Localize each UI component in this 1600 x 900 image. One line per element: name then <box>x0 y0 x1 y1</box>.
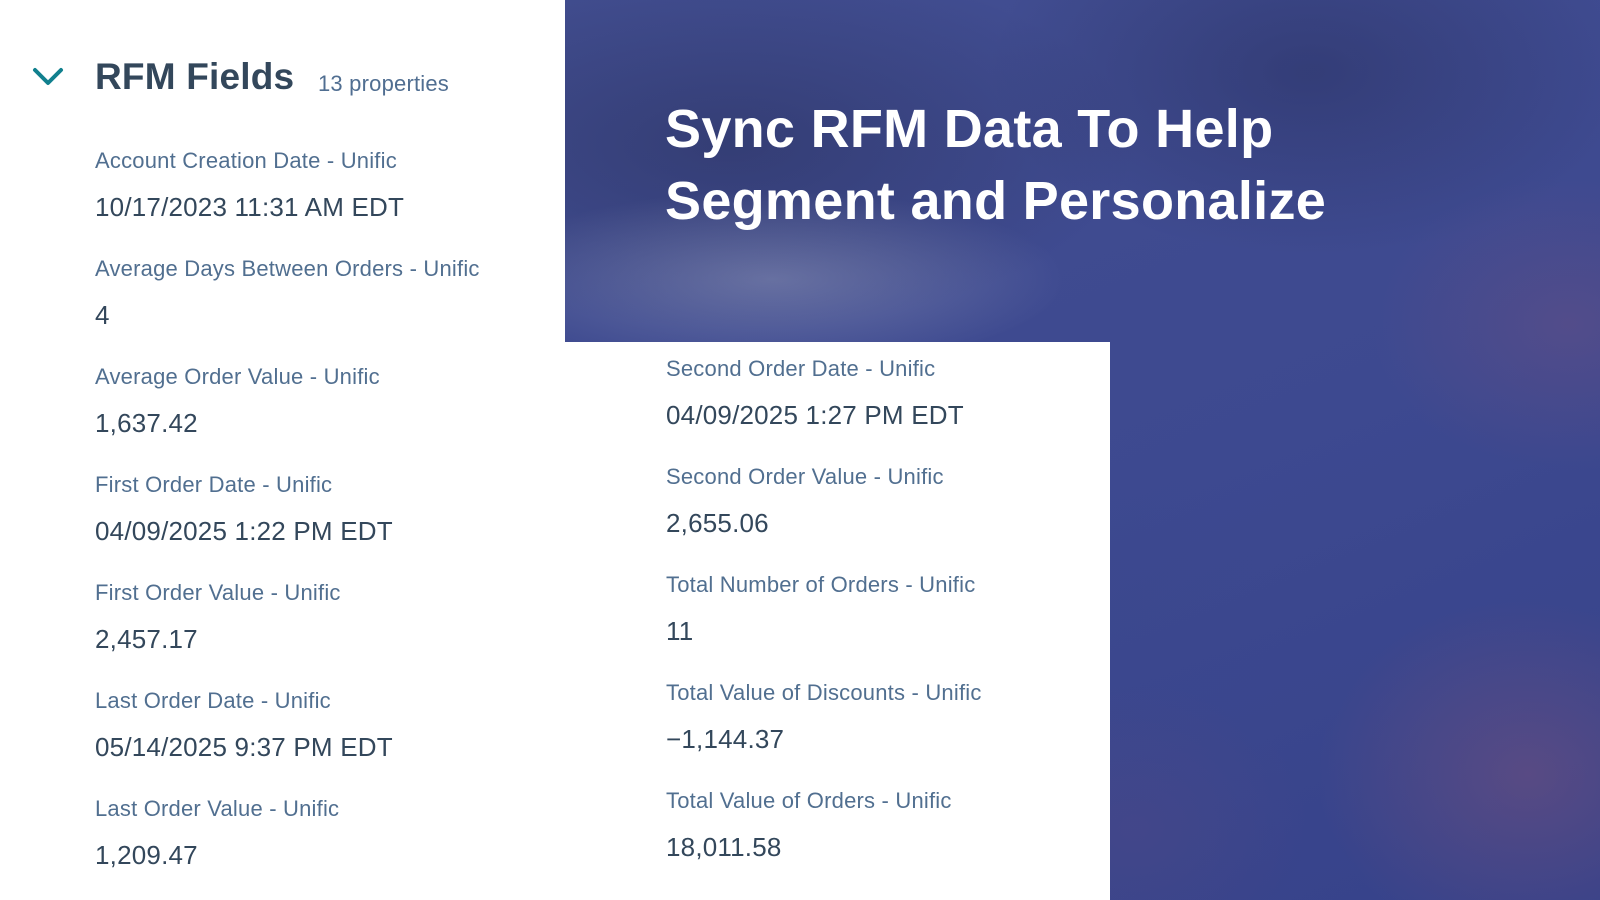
section-property-count: 13 properties <box>318 71 450 96</box>
property-label: Average Order Value - Unific <box>95 364 380 389</box>
property-value: 1,637.42 <box>95 408 198 438</box>
property-label: Average Days Between Orders - Unific <box>95 256 480 281</box>
section-title[interactable]: RFM Fields <box>95 56 295 97</box>
property-row: Total Value of Orders - Unific 18,011.58 <box>666 786 1106 864</box>
property-row: Account Creation Date - Unific 10/17/202… <box>95 146 565 224</box>
property-value: 10/17/2023 11:31 AM EDT <box>95 192 405 222</box>
property-label: Total Number of Orders - Unific <box>666 572 976 597</box>
property-value: 2,655.06 <box>666 508 769 538</box>
property-label: Account Creation Date - Unific <box>95 148 397 173</box>
property-label: Total Value of Discounts - Unific <box>666 680 982 705</box>
right-property-column: Second Order Date - Unific 04/09/2025 1:… <box>666 354 1106 894</box>
property-row: Total Value of Discounts - Unific −1,144… <box>666 678 1106 756</box>
property-value: −1,144.37 <box>666 724 785 754</box>
property-row: Average Days Between Orders - Unific 4 <box>95 254 565 332</box>
section-header: RFM Fields 13 properties <box>0 0 565 130</box>
property-value: 18,011.58 <box>666 832 782 862</box>
property-label: Last Order Date - Unific <box>95 688 331 713</box>
left-property-column: Account Creation Date - Unific 10/17/202… <box>95 146 565 900</box>
property-value: 11 <box>666 616 694 646</box>
property-value: 2,457.17 <box>95 624 198 654</box>
property-label: Last Order Value - Unific <box>95 796 340 821</box>
property-row: First Order Date - Unific 04/09/2025 1:2… <box>95 470 565 548</box>
right-properties-panel <box>565 342 1110 900</box>
property-row: Total Number of Orders - Unific 11 <box>666 570 1106 648</box>
hero-heading: Sync RFM Data To Help Segment and Person… <box>665 99 1327 231</box>
property-value: 04/09/2025 1:22 PM EDT <box>95 516 393 546</box>
property-label: Second Order Date - Unific <box>666 356 936 381</box>
property-row: Last Order Date - Unific 05/14/2025 9:37… <box>95 686 565 764</box>
property-label: First Order Value - Unific <box>95 580 341 605</box>
property-label: Second Order Value - Unific <box>666 464 944 489</box>
property-label: Total Value of Orders - Unific <box>666 788 952 813</box>
chevron-down-icon[interactable] <box>32 64 64 90</box>
property-value: 4 <box>95 300 110 330</box>
property-row: Average Order Value - Unific 1,637.42 <box>95 362 565 440</box>
property-value: 05/14/2025 9:37 PM EDT <box>95 732 393 762</box>
property-value: 1,209.47 <box>95 840 198 870</box>
property-value: 04/09/2025 1:27 PM EDT <box>666 400 964 430</box>
property-label: First Order Date - Unific <box>95 472 333 497</box>
property-row: First Order Value - Unific 2,457.17 <box>95 578 565 656</box>
property-row: Second Order Value - Unific 2,655.06 <box>666 462 1106 540</box>
property-row: Last Order Value - Unific 1,209.47 <box>95 794 565 872</box>
property-row: Second Order Date - Unific 04/09/2025 1:… <box>666 354 1106 432</box>
